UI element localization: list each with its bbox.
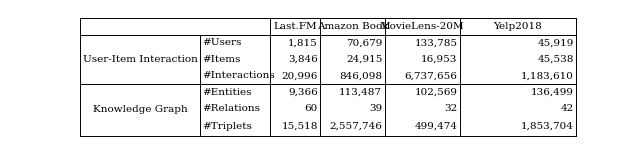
Text: #Users: #Users bbox=[202, 39, 242, 47]
Text: 9,366: 9,366 bbox=[288, 88, 318, 97]
Text: #Relations: #Relations bbox=[202, 104, 260, 113]
Text: 70,679: 70,679 bbox=[346, 39, 382, 47]
Text: #Entities: #Entities bbox=[202, 88, 252, 97]
Text: 1,853,704: 1,853,704 bbox=[521, 122, 573, 131]
Text: 133,785: 133,785 bbox=[415, 39, 458, 47]
Text: 60: 60 bbox=[305, 104, 318, 113]
Text: #Interactions: #Interactions bbox=[202, 71, 275, 80]
Text: 42: 42 bbox=[561, 104, 573, 113]
Text: 102,569: 102,569 bbox=[415, 88, 458, 97]
Text: Knowledge Graph: Knowledge Graph bbox=[93, 105, 188, 114]
Text: 39: 39 bbox=[369, 104, 382, 113]
Text: Amazon Book: Amazon Book bbox=[317, 22, 388, 31]
Text: 136,499: 136,499 bbox=[531, 88, 573, 97]
Text: Last.FM: Last.FM bbox=[273, 22, 317, 31]
Text: 3,846: 3,846 bbox=[288, 55, 318, 64]
Text: 15,518: 15,518 bbox=[282, 122, 318, 131]
Text: 846,098: 846,098 bbox=[339, 71, 382, 80]
Text: 1,815: 1,815 bbox=[288, 39, 318, 47]
Text: 45,538: 45,538 bbox=[538, 55, 573, 64]
Text: 20,996: 20,996 bbox=[282, 71, 318, 80]
Text: 1,183,610: 1,183,610 bbox=[521, 71, 573, 80]
Text: #Triplets: #Triplets bbox=[202, 122, 252, 131]
Text: 24,915: 24,915 bbox=[346, 55, 382, 64]
Text: 45,919: 45,919 bbox=[538, 39, 573, 47]
Text: User-Item Interaction: User-Item Interaction bbox=[83, 55, 198, 64]
Text: #Items: #Items bbox=[202, 55, 241, 64]
Text: 499,474: 499,474 bbox=[415, 122, 458, 131]
Text: 32: 32 bbox=[444, 104, 458, 113]
Text: MovieLens-20M: MovieLens-20M bbox=[380, 22, 465, 31]
Text: 2,557,746: 2,557,746 bbox=[330, 122, 382, 131]
Text: 16,953: 16,953 bbox=[421, 55, 458, 64]
Text: 113,487: 113,487 bbox=[339, 88, 382, 97]
Text: 6,737,656: 6,737,656 bbox=[404, 71, 458, 80]
Text: Yelp2018: Yelp2018 bbox=[493, 22, 542, 31]
